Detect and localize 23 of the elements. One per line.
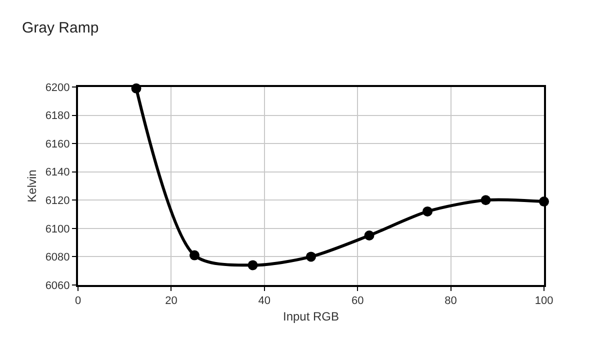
point: [422, 206, 432, 216]
y-tick-label: 6140: [45, 166, 70, 179]
point: [364, 230, 374, 240]
x-axis-title: Input RGB: [282, 310, 340, 324]
x-tick-label: 40: [258, 295, 271, 308]
y-tick-label: 6060: [45, 280, 70, 292]
y-tick-label: 6160: [45, 138, 70, 150]
x-tick-label: 20: [165, 295, 178, 308]
y-tick-label: 6100: [45, 223, 70, 236]
y-tick-label: 6200: [45, 82, 70, 94]
x-tick-label: 100: [534, 295, 554, 308]
x-tick-label: 0: [74, 295, 82, 308]
point: [190, 250, 200, 260]
point: [480, 195, 491, 206]
chart-title: Gray Ramp: [22, 20, 99, 36]
x-tick-label: 80: [444, 295, 457, 308]
y-axis-title: Kelvin: [25, 170, 40, 202]
y-tick-label: 6080: [45, 252, 70, 264]
y-tick-label: 6120: [45, 194, 70, 207]
y-tick-label: 6180: [45, 110, 70, 122]
point: [306, 252, 316, 262]
x-tick-label: 60: [351, 295, 364, 308]
point: [248, 260, 258, 270]
